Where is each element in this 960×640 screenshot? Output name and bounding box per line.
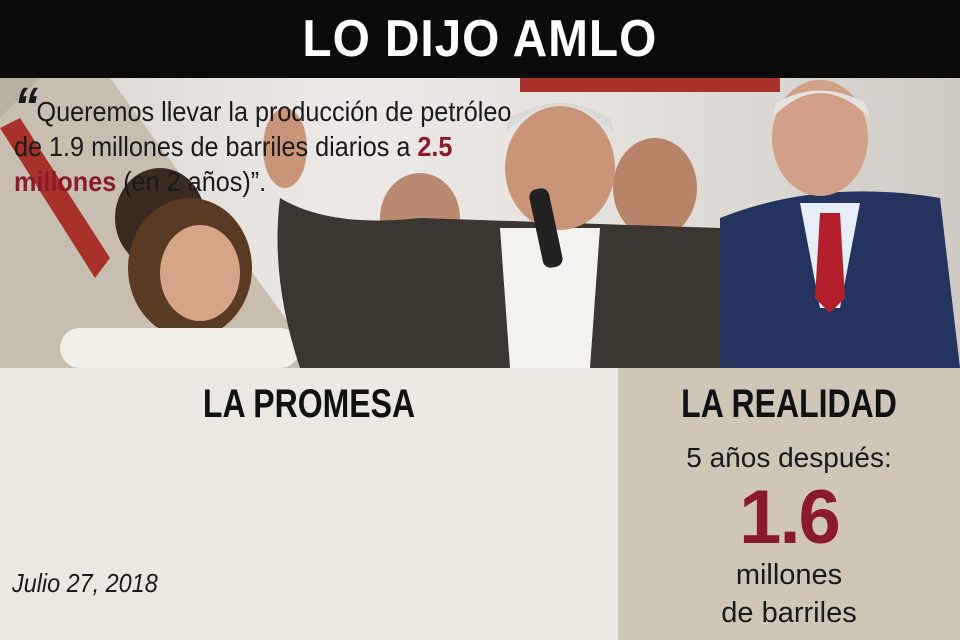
- reality-value: 1.6: [739, 475, 841, 560]
- reality-title: LA REALIDAD: [681, 382, 897, 426]
- press-photo: [0, 78, 960, 368]
- raised-hand: [263, 108, 307, 188]
- reality-panel: LA REALIDAD 5 años después: 1.6 millones…: [618, 368, 960, 640]
- person-back-right: [613, 138, 697, 238]
- woman-face: [160, 225, 240, 321]
- header-title: LO DIJO AMLO: [302, 10, 658, 68]
- promise-quote: “Queremos llevar la producción de petról…: [14, 80, 545, 199]
- promise-panel: LA PROMESA: [0, 368, 618, 640]
- woman-jacket: [60, 328, 300, 368]
- reality-unit: millones de barriles: [618, 556, 960, 632]
- man-tie: [815, 213, 845, 313]
- reality-subtitle: 5 años después:: [686, 442, 892, 473]
- red-beam: [520, 78, 780, 92]
- red-railing: [0, 118, 110, 278]
- speaker-hair: [505, 103, 615, 133]
- photo-illustration: [0, 78, 960, 368]
- header-banner: LO DIJO AMLO: [0, 0, 960, 78]
- microphone: [529, 188, 563, 268]
- quote-mark-icon: “: [14, 77, 38, 137]
- reality-unit-line2: de barriles: [721, 597, 857, 629]
- quote-highlight: 2.5 millones: [14, 131, 453, 197]
- quote-text-1: Queremos llevar la producción de petróle…: [14, 96, 512, 162]
- man-face: [772, 80, 868, 196]
- promise-title: LA PROMESA: [202, 382, 416, 426]
- quote-text-2: (en 2 años)”.: [116, 166, 267, 197]
- reality-unit-line1: millones: [735, 559, 843, 591]
- man-hair: [772, 90, 870, 118]
- speaker-shirt: [500, 228, 600, 368]
- quote-date: Julio 27, 2018: [12, 568, 158, 598]
